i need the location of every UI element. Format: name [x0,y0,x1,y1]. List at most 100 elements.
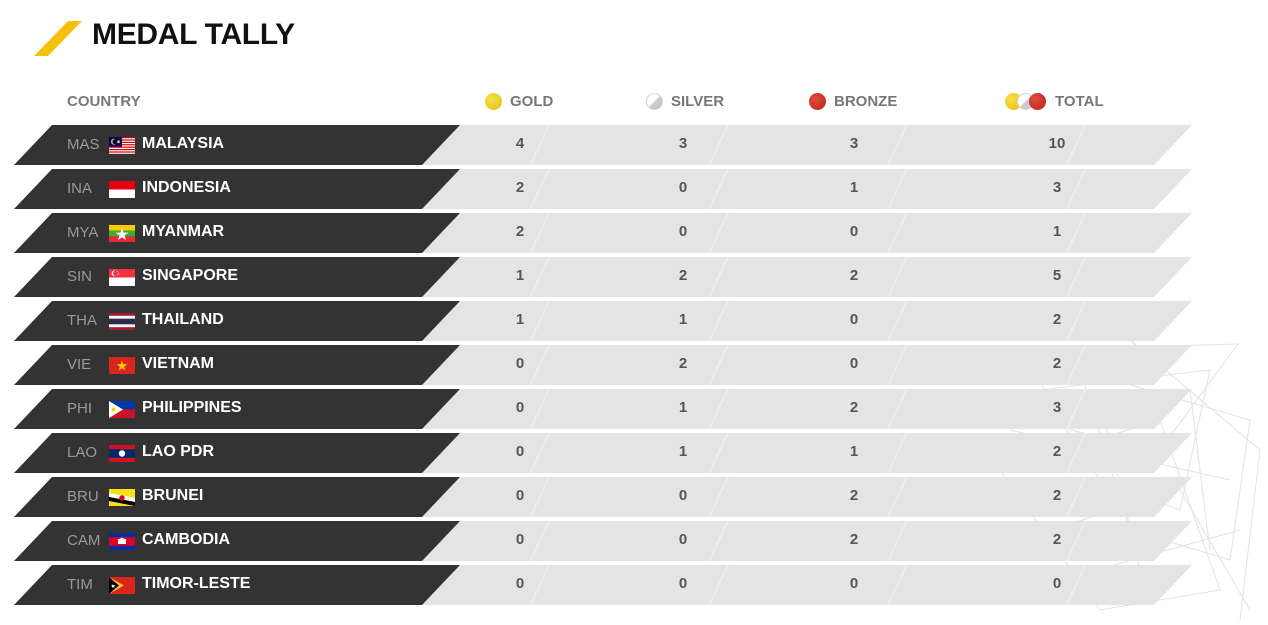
country-cell [14,213,460,253]
silver-count: 0 [678,531,688,548]
silver-count: 1 [678,443,688,460]
bronze-medal-icon [809,92,826,110]
table-row[interactable]: VIE VIETNAM 0 2 0 2 [14,345,1192,385]
country-code: TIM [67,576,93,593]
country-name[interactable]: BRUNEI [142,487,204,504]
country-cell [14,521,460,561]
country-cell [14,345,460,385]
table-row[interactable]: PHI PHILIPPINES 0 1 2 3 [14,389,1192,429]
bronze-count: 0 [849,311,859,328]
gold-count: 0 [515,443,525,460]
malaysia-flag-icon [109,137,135,154]
country-cell [14,257,460,297]
column-label-silver: SILVER [671,92,725,110]
silver-count: 2 [678,267,688,284]
country-code: CAM [67,532,101,549]
silver-count: 0 [678,179,688,196]
gold-count: 0 [515,399,525,416]
country-code: MAS [67,136,100,153]
country-cell [14,565,460,605]
philippines-flag-icon [109,401,135,418]
country-name[interactable]: TIMOR-LESTE [142,575,251,592]
table-row[interactable]: TIM TIMOR-LESTE 0 0 0 0 [14,565,1192,605]
singapore-flag-icon [109,269,135,286]
silver-count: 1 [678,399,688,416]
silver-count: 1 [678,311,688,328]
silver-count: 0 [678,487,688,504]
total-count: 1 [1052,223,1062,240]
vietnam-flag-icon [109,357,135,374]
bronze-count: 2 [849,487,859,504]
bronze-count: 0 [849,355,859,372]
column-header-gold: GOLD [485,91,553,111]
country-name[interactable]: THAILAND [142,311,224,328]
total-count: 5 [1052,267,1062,284]
total-count: 3 [1052,399,1062,416]
gold-count: 1 [515,267,525,284]
all-medals-icon [1005,92,1051,110]
bronze-count: 2 [849,267,859,284]
cambodia-flag-icon [109,533,135,550]
bronze-count: 0 [849,575,859,592]
total-count: 2 [1052,443,1062,460]
table-row[interactable]: CAM CAMBODIA 0 0 2 2 [14,521,1192,561]
myanmar-flag-icon [109,225,135,242]
gold-count: 2 [515,179,525,196]
thailand-flag-icon [109,313,135,330]
column-label-bronze: BRONZE [834,92,898,110]
table-row[interactable]: SIN SINGAPORE 1 2 2 5 [14,257,1192,297]
country-name[interactable]: LAO PDR [142,443,214,460]
country-name[interactable]: CAMBODIA [142,531,230,548]
country-cell [14,169,460,209]
country-name[interactable]: SINGAPORE [142,267,239,284]
bronze-count: 2 [849,399,859,416]
gold-count: 4 [515,135,525,152]
country-cell [14,433,460,473]
bronze-count: 3 [849,135,859,152]
bronze-count: 2 [849,531,859,548]
country-name[interactable]: PHILIPPINES [142,399,242,416]
table-row[interactable]: MAS MALAYSIA 4 3 3 10 [14,125,1192,165]
country-name[interactable]: VIETNAM [142,355,214,372]
country-code: VIE [67,356,92,373]
gold-count: 2 [515,223,525,240]
country-code: PHI [67,400,93,417]
country-code: SIN [67,268,93,285]
bronze-count: 0 [849,223,859,240]
country-cell [14,389,460,429]
silver-count: 2 [678,355,688,372]
bronze-count: 1 [849,179,859,196]
table-row[interactable]: THA THAILAND 1 1 0 2 [14,301,1192,341]
country-name[interactable]: MYANMAR [142,223,225,240]
gold-count: 0 [515,531,525,548]
column-header-silver: SILVER [646,91,724,111]
country-name[interactable]: MALAYSIA [142,135,225,152]
silver-count: 3 [678,135,688,152]
country-code: BRU [67,488,99,505]
country-cell [14,477,460,517]
column-label-gold: GOLD [510,92,554,110]
total-count: 10 [1048,135,1066,152]
bronze-count: 1 [849,443,859,460]
column-header-country: COUNTRY [67,91,141,111]
country-cell [14,301,460,341]
table-row[interactable]: MYA MYANMAR 2 0 0 1 [14,213,1192,253]
total-count: 2 [1052,487,1062,504]
country-code: LAO [67,444,98,461]
column-header-total: TOTAL [1005,91,1104,111]
total-count: 2 [1052,311,1062,328]
table-row[interactable]: LAO LAO PDR 0 1 1 2 [14,433,1192,473]
table-row[interactable]: INA INDONESIA 2 0 1 3 [14,169,1192,209]
gold-count: 0 [515,487,525,504]
table-row[interactable]: BRU BRUNEI 0 0 2 2 [14,477,1192,517]
gold-count: 0 [515,575,525,592]
column-label-total: TOTAL [1055,92,1104,110]
column-label-country: COUNTRY [67,92,141,110]
country-code: THA [67,312,97,329]
total-count: 3 [1052,179,1062,196]
total-count: 2 [1052,531,1062,548]
timor-leste-flag-icon [109,577,135,594]
country-name[interactable]: INDONESIA [142,179,231,196]
total-count: 2 [1052,355,1062,372]
